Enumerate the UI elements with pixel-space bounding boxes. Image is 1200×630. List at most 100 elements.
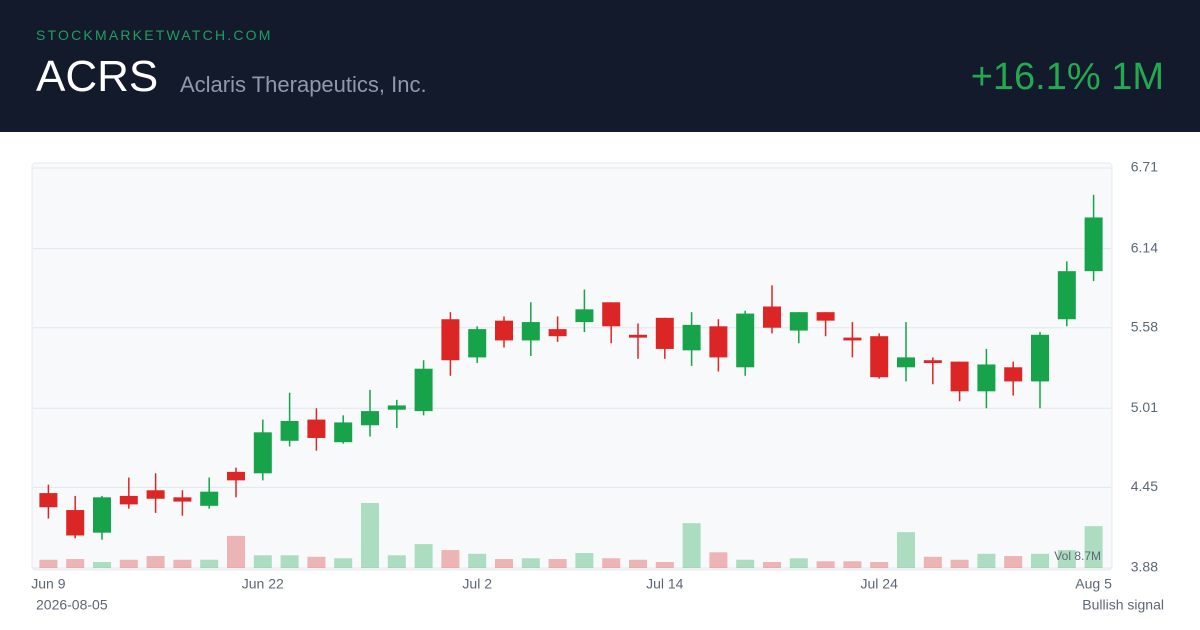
x-tick-label: Jun 22 [242, 576, 284, 592]
volume-bar [682, 523, 701, 568]
x-tick-label: Jul 14 [646, 576, 684, 592]
volume-bar [1084, 526, 1103, 568]
volume-bar [1057, 550, 1076, 568]
candle-body [682, 324, 701, 351]
volume-bar [923, 556, 942, 568]
candle-body [923, 360, 942, 364]
chart: 2026-08-05 Bullish signal 3.88 4.45 5.01 5.… [31, 159, 1164, 613]
candle-body [334, 422, 353, 443]
candle-body [789, 312, 808, 331]
volume-bar [66, 559, 85, 568]
volume-bar [977, 553, 996, 568]
candle-body [548, 329, 567, 337]
volume-bar [736, 559, 755, 568]
y-tick-label: 6.14 [1131, 239, 1158, 255]
candle-body [709, 326, 728, 358]
header: STOCKMARKETWATCH.COM ACRS Aclaris Therap… [0, 0, 1200, 132]
volume-bar [521, 558, 540, 568]
candle-body [897, 357, 915, 368]
volume-bar [870, 562, 889, 568]
volume-bar [575, 553, 594, 568]
candle-body [280, 421, 299, 441]
volume-bar [146, 556, 165, 568]
volume-bar [200, 559, 219, 568]
volume-bar [897, 532, 915, 568]
candle-body [950, 361, 969, 392]
candle-body [119, 495, 138, 505]
site-name: STOCKMARKETWATCH.COM [36, 27, 273, 43]
volume-bar [39, 559, 58, 568]
volume-bar [655, 562, 674, 568]
volume-bar [173, 559, 192, 568]
x-tick-label: Jun 9 [31, 576, 65, 592]
y-tick-label: 6.71 [1131, 159, 1158, 175]
volume-bar [253, 555, 272, 568]
candle-body [763, 306, 781, 328]
signal: Bullish signal [1082, 597, 1164, 613]
ticker: ACRS [36, 52, 159, 101]
candle-body [1031, 334, 1049, 382]
plot-area [31, 162, 1113, 571]
candle-body [361, 411, 379, 426]
x-tick-label: Jul 2 [462, 576, 492, 592]
volume-bar [119, 559, 138, 568]
volume-bar [602, 558, 621, 568]
candle-body [736, 313, 755, 368]
candle-body [146, 490, 165, 499]
volume-label: Vol 8.7M [1054, 549, 1101, 563]
y-tick-label: 3.88 [1131, 559, 1158, 575]
volume-bar [709, 552, 728, 568]
volume-bar [548, 559, 567, 568]
x-tick-label: Aug 5 [1075, 576, 1112, 592]
candle-body [655, 317, 674, 349]
volume-bar [334, 558, 353, 568]
candle-body [39, 493, 58, 508]
y-tick-label: 5.58 [1131, 318, 1158, 334]
volume-bar [93, 562, 111, 568]
candle-body [414, 368, 433, 412]
volume-bar [495, 559, 513, 568]
company-name: Aclaris Therapeutics, Inc. [180, 72, 427, 97]
y-tick-label: 4.45 [1131, 478, 1158, 494]
candle-body [441, 319, 460, 361]
candle-body [1057, 271, 1076, 320]
volume-bar [789, 558, 808, 568]
volume-bar [307, 556, 326, 568]
volume-bar [414, 544, 433, 568]
candle-body [977, 364, 996, 392]
candle-body [521, 322, 540, 341]
candle-body [307, 419, 326, 438]
volume-bar [1004, 556, 1023, 568]
price-change: +16.1% 1M [970, 56, 1164, 98]
candle-body [602, 302, 621, 327]
volume-bar [629, 559, 647, 568]
date: 2026-08-05 [36, 597, 108, 613]
candle-body [93, 497, 111, 533]
x-tick-label: Jul 24 [861, 576, 899, 592]
candle-body [227, 471, 245, 481]
volume-bar [1031, 553, 1049, 568]
candle-body [870, 336, 889, 378]
candle-body [66, 510, 85, 536]
volume-bar [361, 503, 379, 568]
volume-bar [227, 535, 245, 568]
volume-bar [468, 553, 487, 568]
volume-bar [816, 561, 835, 568]
candle-body [495, 320, 513, 341]
candle-body [816, 312, 835, 321]
candle-body [468, 329, 487, 358]
candle-body [387, 405, 406, 410]
y-tick-label: 5.01 [1131, 399, 1158, 415]
volume-bar [763, 562, 781, 568]
candle-body [253, 432, 272, 474]
candle-body [575, 309, 594, 323]
volume-bar [280, 555, 299, 568]
candle-body [1084, 217, 1103, 272]
volume-bar [387, 555, 406, 568]
volume-bar [843, 561, 862, 568]
candle-body [173, 497, 192, 502]
volume-bar [441, 550, 460, 568]
candle-body [843, 337, 862, 341]
volume-bar [950, 559, 969, 568]
